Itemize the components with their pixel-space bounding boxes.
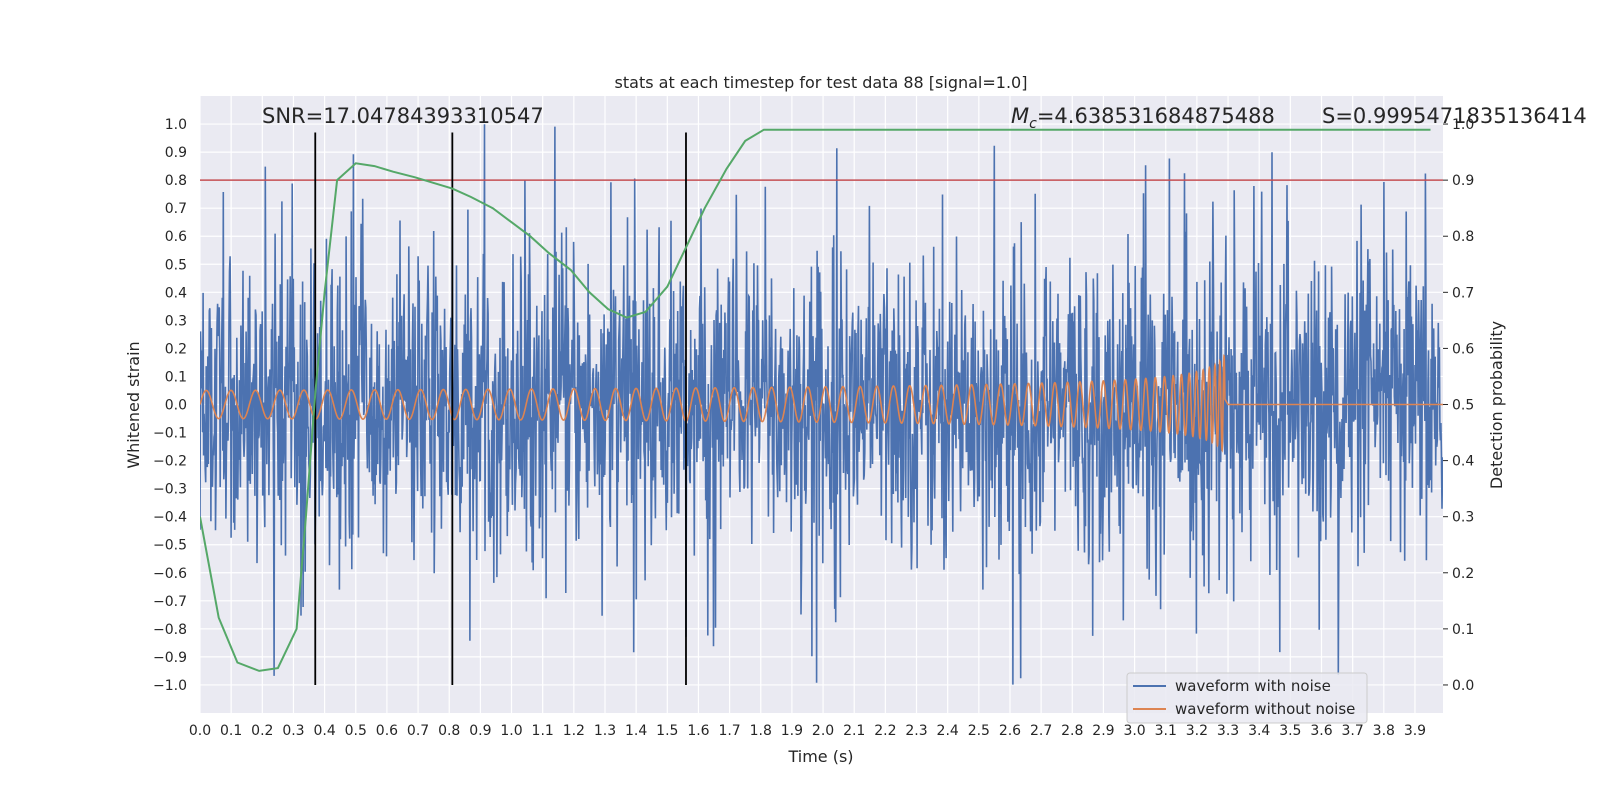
detection-probability-line bbox=[200, 128, 1431, 672]
x-tick-label: 2.8 bbox=[1061, 723, 1083, 739]
x-tick-label: 0.8 bbox=[438, 723, 460, 739]
x-tick-label: 3.6 bbox=[1310, 723, 1332, 739]
legend-box bbox=[1126, 672, 1368, 724]
right-y-tick-label: 0.2 bbox=[1452, 566, 1474, 582]
x-tick-label: 2.6 bbox=[999, 723, 1021, 739]
plot-layer bbox=[200, 124, 1443, 685]
chirp-mass-value: =4.638531684875488 bbox=[1037, 104, 1275, 128]
x-tick-label: 2.9 bbox=[1092, 723, 1114, 739]
y-tick-label: −0.9 bbox=[153, 650, 187, 666]
y-tick-label: −0.5 bbox=[153, 538, 187, 554]
x-tick-label: 1.2 bbox=[563, 723, 585, 739]
x-tick-label: 0.7 bbox=[407, 723, 429, 739]
legend-label-clean: waveform without noise bbox=[1175, 700, 1355, 718]
y-tick-label: 0.4 bbox=[165, 285, 187, 301]
right-y-tick-label: 0.1 bbox=[1452, 622, 1474, 638]
x-tick-label: 2.3 bbox=[905, 723, 927, 739]
x-tick-label: 2.0 bbox=[812, 723, 834, 739]
y-tick-label: −0.7 bbox=[153, 594, 187, 610]
y-tick-label: 0.3 bbox=[165, 313, 187, 329]
x-tick-label: 3.0 bbox=[1123, 723, 1145, 739]
y-tick-label: −0.1 bbox=[153, 426, 187, 442]
y-tick-label: 0.1 bbox=[165, 369, 187, 385]
snr-annotation: SNR=17.04784393310547 bbox=[262, 104, 544, 128]
y-tick-label: −1.0 bbox=[153, 678, 187, 694]
right-y-tick-label: 0.7 bbox=[1452, 285, 1474, 301]
x-tick-label: 0.5 bbox=[345, 723, 367, 739]
right-y-tick-label: 0.5 bbox=[1452, 398, 1474, 414]
x-tick-label: 0.3 bbox=[282, 723, 304, 739]
x-tick-label: 1.3 bbox=[594, 723, 616, 739]
right-y-tick-labels: 1.0 0.9 0.8 0.7 0.6 0.5 0.4 0.3 0.2 0.1 0.0 bbox=[1443, 117, 1474, 694]
s-annotation: S=0.9995471835136414 bbox=[1322, 104, 1587, 128]
y-tick-label: 0.2 bbox=[165, 341, 187, 357]
y-tick-label: 0.9 bbox=[165, 145, 187, 161]
chart-title: stats at each timestep for test data 88 … bbox=[615, 73, 1028, 92]
right-y-tick-label: 0.0 bbox=[1452, 678, 1474, 694]
x-tick-label: 2.1 bbox=[843, 723, 865, 739]
y-tick-label: −0.6 bbox=[153, 566, 187, 582]
x-tick-label: 1.8 bbox=[750, 723, 772, 739]
x-axis-label: Time (s) bbox=[787, 747, 853, 766]
right-y-tick-label: 0.6 bbox=[1452, 341, 1474, 357]
chirp-mass-symbol: M bbox=[1011, 104, 1029, 128]
y-tick-label: −0.4 bbox=[153, 510, 187, 526]
x-tick-label: 2.5 bbox=[968, 723, 990, 739]
y-tick-label: 0.8 bbox=[165, 173, 187, 189]
x-tick-label: 1.5 bbox=[656, 723, 678, 739]
y-tick-label: 0.6 bbox=[165, 229, 187, 245]
x-tick-label: 1.6 bbox=[687, 723, 709, 739]
x-tick-label: 0.0 bbox=[189, 723, 211, 739]
x-tick-label: 0.9 bbox=[469, 723, 491, 739]
y-axis-label: Whitened strain bbox=[124, 341, 143, 468]
x-tick-label: 0.1 bbox=[220, 723, 242, 739]
y-tick-label: −0.3 bbox=[153, 482, 187, 498]
y-tick-label: 0.7 bbox=[165, 201, 187, 217]
x-tick-label: 3.8 bbox=[1373, 723, 1395, 739]
x-tick-label: 2.2 bbox=[874, 723, 896, 739]
x-tick-label: 3.9 bbox=[1404, 723, 1426, 739]
right-y-tick-label: 0.9 bbox=[1452, 173, 1474, 189]
right-y-tick-label: 1.0 bbox=[1452, 117, 1474, 133]
legend-label-noise: waveform with noise bbox=[1175, 677, 1331, 695]
right-y-axis-label: Detection probability bbox=[1487, 321, 1506, 489]
right-y-tick-label: 0.8 bbox=[1452, 229, 1474, 245]
x-tick-label: 0.2 bbox=[251, 723, 273, 739]
y-tick-label: 1.0 bbox=[165, 117, 187, 133]
x-tick-label: 2.4 bbox=[937, 723, 959, 739]
series-clean-line bbox=[200, 353, 1443, 453]
chirp-mass-annotation: Mc=4.638531684875488 bbox=[1011, 104, 1275, 132]
series-noise-line bbox=[200, 124, 1443, 685]
y-tick-label: 0.0 bbox=[165, 398, 187, 414]
chirp-mass-subscript: c bbox=[1029, 116, 1037, 132]
right-y-tick-label: 0.3 bbox=[1452, 510, 1474, 526]
legend: waveform with noise waveform without noi… bbox=[1126, 672, 1368, 724]
y-tick-labels: 1.0 0.9 0.8 0.7 0.6 0.5 0.4 0.3 0.2 0.1 0.0 −0.1 −0.… bbox=[153, 117, 187, 694]
x-tick-label: 0.6 bbox=[376, 723, 398, 739]
x-tick-label: 2.7 bbox=[1030, 723, 1052, 739]
y-tick-label: −0.8 bbox=[153, 622, 187, 638]
x-tick-label: 1.1 bbox=[532, 723, 554, 739]
x-tick-label: 1.9 bbox=[781, 723, 803, 739]
x-tick-label: 1.7 bbox=[718, 723, 740, 739]
x-tick-label: 0.4 bbox=[313, 723, 335, 739]
x-tick-label: 3.3 bbox=[1217, 723, 1239, 739]
x-tick-label: 3.5 bbox=[1279, 723, 1301, 739]
x-tick-label: 1.0 bbox=[500, 723, 522, 739]
x-tick-label: 3.4 bbox=[1248, 723, 1270, 739]
x-tick-label: 3.1 bbox=[1155, 723, 1177, 739]
x-tick-label: 3.7 bbox=[1342, 723, 1364, 739]
x-tick-labels: 0.0 0.1 0.2 0.3 0.4 0.5 0.6 0.7 0.8 0.9 1.0 1.1 1.2 1… bbox=[189, 723, 1426, 739]
y-tick-label: −0.2 bbox=[153, 454, 187, 470]
x-tick-label: 1.4 bbox=[625, 723, 647, 739]
x-tick-label: 3.2 bbox=[1186, 723, 1208, 739]
right-y-tick-label: 0.4 bbox=[1452, 454, 1474, 470]
y-tick-label: 0.5 bbox=[165, 257, 187, 273]
